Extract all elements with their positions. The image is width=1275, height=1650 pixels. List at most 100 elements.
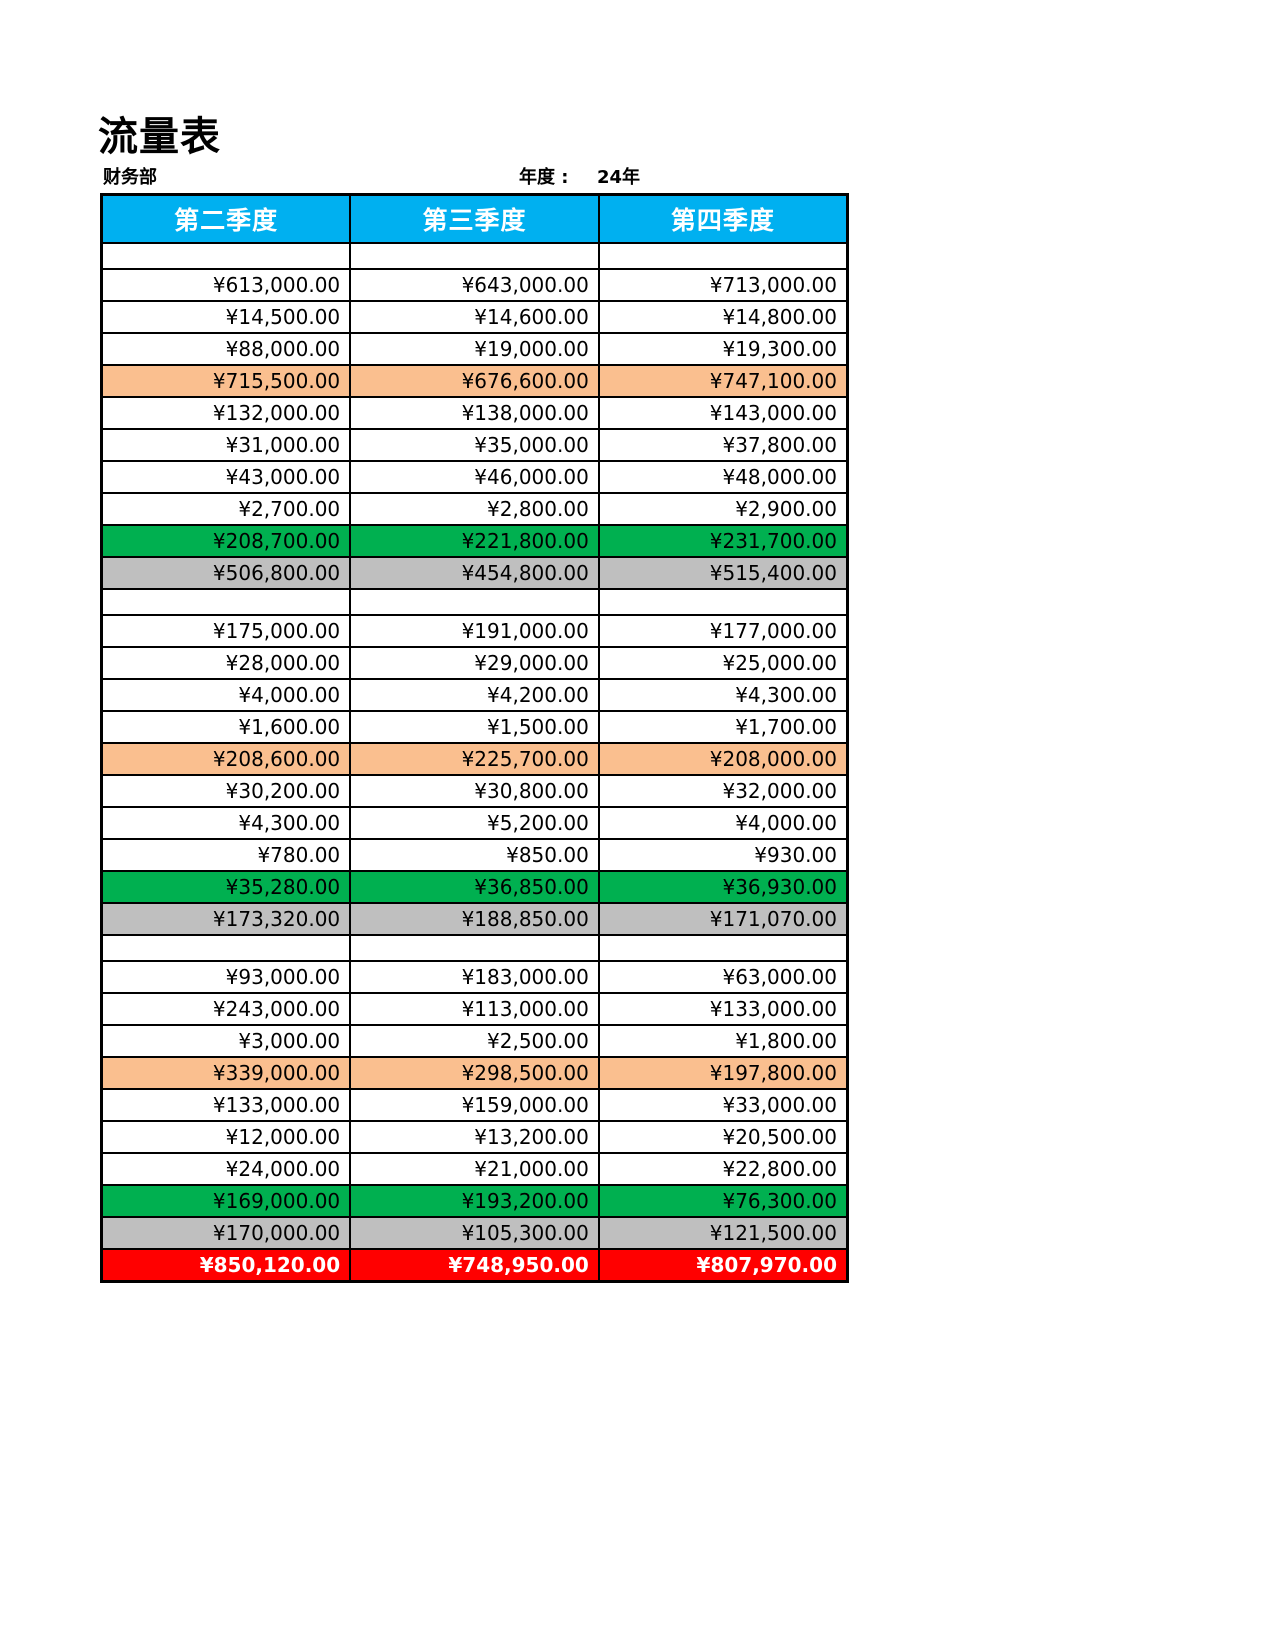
column-header-q3: 第三季度 [349,193,600,244]
table-row-data: ¥3,000.00 ¥2,500.00 ¥1,800.00 [100,1024,849,1058]
table-cell: ¥221,800.00 [349,524,600,558]
table-cell: ¥93,000.00 [100,960,352,994]
table-cell [597,934,849,962]
meta-row: 财务部 年度 : 24年 [100,163,849,191]
table-cell: ¥30,800.00 [349,774,600,808]
table-cell: ¥339,000.00 [100,1056,352,1090]
table-cell: ¥713,000.00 [597,268,849,302]
table-cell: ¥25,000.00 [597,646,849,680]
table-cell: ¥715,500.00 [100,364,352,398]
table-row-balance: ¥170,000.00 ¥105,300.00 ¥121,500.00 [100,1216,849,1250]
table-cell: ¥1,800.00 [597,1024,849,1058]
table-row-data: ¥93,000.00 ¥183,000.00 ¥63,000.00 [100,960,849,994]
table-cell: ¥14,500.00 [100,300,352,334]
table-row-net: ¥35,280.00 ¥36,850.00 ¥36,930.00 [100,870,849,904]
table-cell: ¥506,800.00 [100,556,352,590]
table-cell: ¥35,280.00 [100,870,352,904]
table-cell: ¥88,000.00 [100,332,352,366]
table-row-data: ¥175,000.00 ¥191,000.00 ¥177,000.00 [100,614,849,648]
table-row-data: ¥4,300.00 ¥5,200.00 ¥4,000.00 [100,806,849,840]
table-cell: ¥5,200.00 [349,806,600,840]
table-cell: ¥21,000.00 [349,1152,600,1186]
table-cell: ¥170,000.00 [100,1216,352,1250]
table-cell: ¥14,800.00 [597,300,849,334]
table-cell: ¥159,000.00 [349,1088,600,1122]
table-cell: ¥43,000.00 [100,460,352,494]
table-cell: ¥613,000.00 [100,268,352,302]
column-header-q2: 第二季度 [100,193,352,244]
table-row-data: ¥133,000.00 ¥159,000.00 ¥33,000.00 [100,1088,849,1122]
table-cell [100,242,352,270]
table-cell: ¥2,800.00 [349,492,600,526]
table-row-data: ¥30,200.00 ¥30,800.00 ¥32,000.00 [100,774,849,808]
table-cell: ¥747,100.00 [597,364,849,398]
table-row-subtotal: ¥208,600.00 ¥225,700.00 ¥208,000.00 [100,742,849,776]
table-cell: ¥36,850.00 [349,870,600,904]
table-cell: ¥12,000.00 [100,1120,352,1154]
table-row-data: ¥31,000.00 ¥35,000.00 ¥37,800.00 [100,428,849,462]
table-row-subtotal: ¥339,000.00 ¥298,500.00 ¥197,800.00 [100,1056,849,1090]
table-cell: ¥121,500.00 [597,1216,849,1250]
table-cell: ¥643,000.00 [349,268,600,302]
table-cell: ¥1,500.00 [349,710,600,744]
table-cell: ¥28,000.00 [100,646,352,680]
table-row-blank [100,934,849,962]
table-cell: ¥175,000.00 [100,614,352,648]
table-cell: ¥208,700.00 [100,524,352,558]
table-row-balance: ¥173,320.00 ¥188,850.00 ¥171,070.00 [100,902,849,936]
table-cell: ¥4,300.00 [597,678,849,712]
table-cell [349,242,600,270]
table-cell: ¥30,200.00 [100,774,352,808]
table-row-data: ¥1,600.00 ¥1,500.00 ¥1,700.00 [100,710,849,744]
table-cell: ¥63,000.00 [597,960,849,994]
page-title: 流量表 [98,114,221,160]
table-cell [100,588,352,616]
table-row-data: ¥2,700.00 ¥2,800.00 ¥2,900.00 [100,492,849,526]
table-cell [597,242,849,270]
table-row-net: ¥208,700.00 ¥221,800.00 ¥231,700.00 [100,524,849,558]
table-row-data: ¥28,000.00 ¥29,000.00 ¥25,000.00 [100,646,849,680]
table-row-total: ¥850,120.00 ¥748,950.00 ¥807,970.00 [100,1248,849,1283]
table-cell: ¥807,970.00 [597,1248,849,1283]
table-row-net: ¥169,000.00 ¥193,200.00 ¥76,300.00 [100,1184,849,1218]
table-cell: ¥4,200.00 [349,678,600,712]
table-cell: ¥748,950.00 [349,1248,600,1283]
table-cell: ¥243,000.00 [100,992,352,1026]
table-cell: ¥225,700.00 [349,742,600,776]
table-body: ¥613,000.00 ¥643,000.00 ¥713,000.00 ¥14,500… [100,242,849,1283]
table-row-data: ¥43,000.00 ¥46,000.00 ¥48,000.00 [100,460,849,494]
year-label: 年度 : [519,167,569,188]
table-row-data: ¥88,000.00 ¥19,000.00 ¥19,300.00 [100,332,849,366]
table-cell: ¥208,600.00 [100,742,352,776]
table-cell: ¥13,200.00 [349,1120,600,1154]
table-cell: ¥191,000.00 [349,614,600,648]
table-row-subtotal: ¥715,500.00 ¥676,600.00 ¥747,100.00 [100,364,849,398]
table-cell: ¥138,000.00 [349,396,600,430]
table-cell: ¥298,500.00 [349,1056,600,1090]
table-cell: ¥169,000.00 [100,1184,352,1218]
table-cell: ¥33,000.00 [597,1088,849,1122]
column-header-q4: 第四季度 [597,193,849,244]
table-row-data: ¥24,000.00 ¥21,000.00 ¥22,800.00 [100,1152,849,1186]
table-cell: ¥454,800.00 [349,556,600,590]
table-cell: ¥2,900.00 [597,492,849,526]
table-cell [100,934,352,962]
table-row-data: ¥4,000.00 ¥4,200.00 ¥4,300.00 [100,678,849,712]
table-cell: ¥46,000.00 [349,460,600,494]
table-cell: ¥177,000.00 [597,614,849,648]
table-cell: ¥19,300.00 [597,332,849,366]
table-cell: ¥208,000.00 [597,742,849,776]
table-cell: ¥143,000.00 [597,396,849,430]
table-cell: ¥4,000.00 [100,678,352,712]
table-cell: ¥930.00 [597,838,849,872]
table-row-blank [100,588,849,616]
table-cell: ¥37,800.00 [597,428,849,462]
table-cell: ¥32,000.00 [597,774,849,808]
table-cell [349,588,600,616]
table-cell: ¥2,700.00 [100,492,352,526]
department-label: 财务部 [103,167,157,188]
table-cell: ¥105,300.00 [349,1216,600,1250]
table-cell: ¥4,000.00 [597,806,849,840]
table-cell: ¥113,000.00 [349,992,600,1026]
